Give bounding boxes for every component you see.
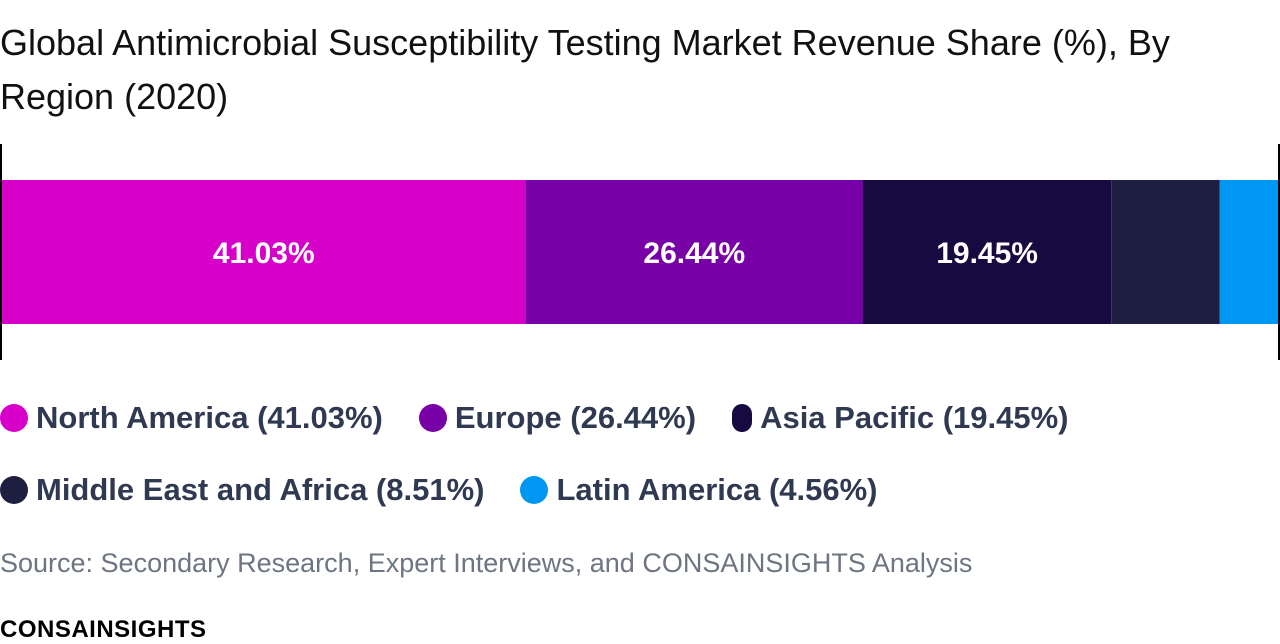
legend-swatch-middle-east-africa [0, 476, 28, 504]
legend-row-2: Middle East and Africa (8.51%) Latin Ame… [0, 460, 1280, 520]
legend-label-europe: Europe (26.44%) [454, 400, 697, 435]
bar-segment-asia-pacific[interactable] [863, 180, 1112, 324]
bar-segment-north-america[interactable] [2, 180, 526, 324]
data-label-north-america: 41.03% [213, 237, 315, 270]
bar-segment-middle-east-and-africa[interactable] [1111, 180, 1220, 324]
source-note: Source: Secondary Research, Expert Inter… [0, 548, 973, 578]
legend-item-north-america[interactable]: North America (41.03%) [0, 400, 383, 436]
bar-segment-europe[interactable] [525, 180, 864, 324]
legend-item-europe[interactable]: Europe (26.44%) [418, 400, 697, 436]
chart-title: Global Antimicrobial Susceptibility Test… [0, 22, 1170, 117]
data-label-asia-pacific: 19.45% [936, 237, 1038, 270]
data-label-europe: 26.44% [643, 237, 745, 270]
legend-item-asia-pacific[interactable]: Asia Pacific (19.45%) [732, 400, 1069, 436]
legend-swatch-latin-america [520, 476, 549, 504]
legend-label-middle-east-africa: Middle East and Africa (8.51%) [36, 472, 485, 507]
legend-label-north-america: North America (41.03%) [36, 400, 383, 435]
legend-item-middle-east-africa[interactable]: Middle East and Africa (8.51%) [0, 472, 484, 508]
chart-legend: North America (41.03%) Europe (26.44%) A… [0, 388, 1280, 532]
brand-logo: CONSAINSIGHTS [0, 616, 207, 643]
legend-item-latin-america[interactable]: Latin America (4.56%) [520, 472, 878, 508]
legend-label-latin-america: Latin America (4.56%) [556, 472, 878, 507]
bar-segment-latin-america[interactable] [1219, 180, 1278, 324]
legend-row-1: North America (41.03%) Europe (26.44%) A… [0, 388, 1280, 448]
legend-label-asia-pacific: Asia Pacific (19.45%) [760, 400, 1069, 435]
legend-swatch-europe [418, 404, 447, 432]
legend-swatch-asia-pacific [732, 404, 753, 432]
chart-svg: 41.03% 26.44% 19.45% [0, 144, 1280, 360]
stacked-bar-chart: 41.03% 26.44% 19.45% [0, 144, 1280, 360]
legend-swatch-north-america [0, 404, 28, 432]
